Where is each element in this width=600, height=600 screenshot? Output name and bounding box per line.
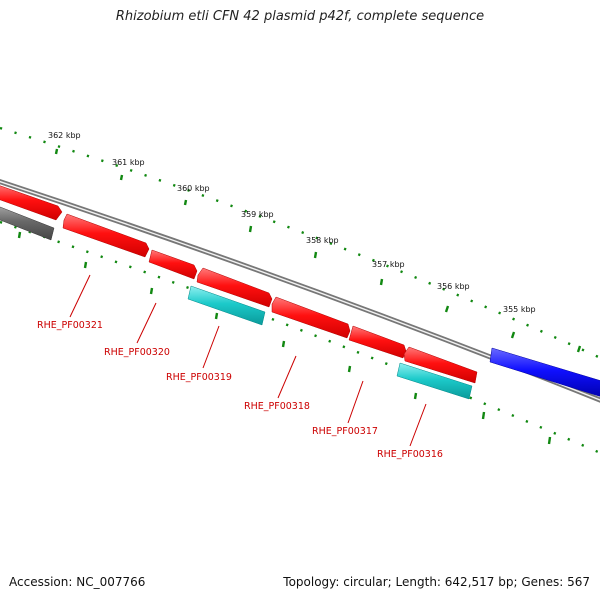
major-tick bbox=[313, 251, 318, 259]
outer-scale: 362 kbp 361 kbp 360 kbp 359 kbp 358 kbp … bbox=[0, 126, 600, 360]
major-tick bbox=[379, 278, 384, 286]
gene-arrow[interactable] bbox=[271, 296, 351, 339]
gene-arrow[interactable] bbox=[62, 213, 150, 258]
topology-summary: Topology: circular; Length: 642,517 bp; … bbox=[283, 575, 590, 589]
gene-arrow[interactable] bbox=[396, 362, 473, 400]
grey-feature[interactable] bbox=[0, 205, 55, 241]
major-tick bbox=[183, 199, 188, 206]
major-tick bbox=[54, 148, 59, 155]
scale-label: 360 kbp bbox=[177, 184, 210, 193]
gene-label[interactable]: RHE_PF00318 bbox=[244, 401, 310, 412]
major-tick bbox=[510, 331, 516, 339]
gene-label[interactable]: RHE_PF00316 bbox=[377, 449, 443, 460]
major-tick bbox=[83, 261, 88, 269]
scale-label: 356 kbp bbox=[437, 282, 470, 291]
gene-arrow[interactable] bbox=[187, 285, 266, 326]
plus-strand-genes bbox=[0, 184, 478, 384]
scale-label: 359 kbp bbox=[241, 210, 274, 219]
minus-strand-genes bbox=[0, 205, 473, 400]
major-tick bbox=[281, 340, 286, 348]
gene-label[interactable]: RHE_PF00317 bbox=[312, 426, 378, 437]
label-leaders bbox=[69, 274, 427, 447]
major-tick bbox=[481, 411, 486, 420]
gene-label[interactable]: RHE_PF00320 bbox=[104, 347, 170, 358]
major-tick bbox=[444, 305, 450, 313]
major-tick bbox=[17, 231, 22, 239]
major-tick bbox=[547, 436, 552, 445]
major-tick bbox=[149, 287, 154, 295]
scale-label: 361 kbp bbox=[112, 158, 145, 167]
major-tick bbox=[214, 312, 219, 320]
major-tick bbox=[347, 365, 352, 373]
gene-arrow[interactable] bbox=[148, 249, 198, 280]
gene-arrow[interactable] bbox=[403, 346, 478, 384]
major-tick bbox=[248, 225, 253, 233]
major-tick bbox=[119, 174, 124, 181]
major-tick bbox=[576, 345, 582, 353]
scale-label: 357 kbp bbox=[372, 260, 405, 269]
map-title: Rhizobium etli CFN 42 plasmid p42f, comp… bbox=[115, 9, 485, 24]
accession-text: Accession: NC_007766 bbox=[9, 575, 146, 589]
scale-label: 362 kbp bbox=[48, 131, 81, 140]
major-tick bbox=[413, 392, 418, 400]
blue-feature[interactable] bbox=[489, 347, 600, 397]
gene-labels: RHE_PF00321 RHE_PF00320 RHE_PF00319 RHE_… bbox=[37, 320, 443, 460]
inner-scale bbox=[0, 220, 600, 455]
gene-label[interactable]: RHE_PF00321 bbox=[37, 320, 103, 331]
gene-label[interactable]: RHE_PF00319 bbox=[166, 372, 232, 383]
scale-label: 355 kbp bbox=[503, 305, 536, 314]
scale-label: 358 kbp bbox=[306, 236, 339, 245]
backbone bbox=[0, 179, 600, 403]
gene-arrow[interactable] bbox=[0, 184, 63, 221]
gene-arrow[interactable] bbox=[196, 267, 273, 308]
